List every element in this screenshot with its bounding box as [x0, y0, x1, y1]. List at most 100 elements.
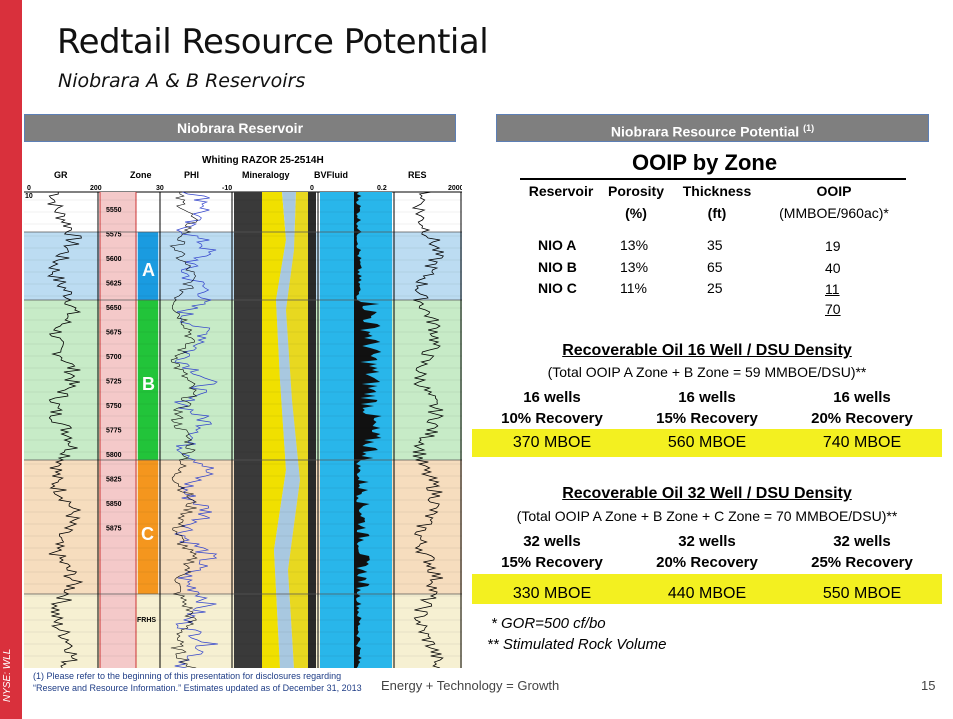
page-title: Redtail Resource Potential: [57, 22, 489, 62]
sec16-col3-recovery: 20% Recovery: [811, 410, 913, 427]
page-number: 15: [921, 678, 936, 693]
sec16-highlight-band: [472, 429, 942, 457]
track-phi-label: PHI: [184, 170, 199, 180]
sec16-col3-wells: 16 wells: [833, 389, 891, 406]
sec16-col2-value: 560 MBOE: [667, 434, 747, 451]
sec32-highlight-band: [472, 574, 942, 604]
zone-c-bar: [138, 460, 158, 594]
depth-label: 5700: [106, 354, 122, 361]
sec32-col1-value: 330 MBOE: [512, 585, 592, 602]
depth-label: 5675: [106, 330, 122, 337]
side-accent-bar: [0, 0, 22, 719]
mineralogy-dark: [234, 192, 262, 668]
ooip-row-c-thickness: 25: [707, 280, 723, 296]
sec32-col1-recovery: 15% Recovery: [501, 554, 603, 571]
bv-scale-min: 0: [310, 185, 314, 192]
frhs-label: FRHS: [137, 617, 156, 624]
ooip-header-thickness: Thickness: [682, 183, 752, 199]
res-curve: [411, 191, 444, 668]
ooip-header-thickness-unit: (ft): [707, 205, 727, 221]
ooip-header-porosity-unit: (%): [625, 205, 647, 221]
sec16-col3-value: 740 MBOE: [822, 434, 902, 451]
right-section-header-ref: (1): [803, 123, 815, 133]
ooip-header-ooip: OOIP: [816, 183, 852, 199]
sec32-col3-recovery: 25% Recovery: [811, 554, 913, 571]
track-res-label: RES: [408, 170, 427, 180]
depth-label: 5575: [106, 232, 122, 239]
zone-a-bar: [138, 232, 158, 300]
right-section-header: Niobrara Resource Potential (1): [496, 114, 929, 142]
phi-scale-min: -10: [222, 185, 232, 192]
sec32-col2-wells: 32 wells: [678, 533, 736, 550]
depth-label: 5850: [106, 501, 122, 508]
sec32-title: Recoverable Oil 32 Well / DSU Density: [562, 485, 852, 502]
sec32-subtitle: (Total OOIP A Zone + B Zone + C Zone = 7…: [516, 508, 898, 524]
depth-label: 5775: [106, 428, 122, 435]
note-srv: ** Stimulated Rock Volume: [487, 636, 667, 653]
footer-tagline: Energy + Technology = Growth: [381, 678, 560, 693]
track-zone-label: Zone: [130, 170, 152, 180]
res-scale-max: 2000: [448, 185, 462, 192]
sec32-col3-value: 550 MBOE: [822, 585, 902, 602]
ooip-row-c-porosity: 11%: [620, 280, 647, 296]
ooip-row-b-thickness: 65: [707, 259, 723, 275]
track-mineralogy-label: Mineralogy: [242, 170, 290, 180]
log-grid: [24, 199, 462, 657]
gr-scale-max: 200: [90, 185, 102, 192]
depth-track: [100, 192, 136, 668]
mineralogy-blue: [274, 192, 300, 668]
ooip-header-porosity: Porosity: [607, 183, 664, 199]
depth-label: 5625: [106, 281, 122, 288]
depth-label: 5725: [106, 379, 122, 386]
depth-label: 5600: [106, 256, 122, 263]
depth-label: 5550: [106, 207, 122, 214]
disclosure-footnote: (1) Please refer to the beginning of thi…: [33, 671, 362, 693]
sec16-col1-recovery: 10% Recovery: [501, 410, 603, 427]
ooip-header-reservoir: Reservoir: [528, 183, 594, 199]
sec16-col2-recovery: 15% Recovery: [656, 410, 758, 427]
depth-label: 5750: [106, 403, 122, 410]
ooip-title: OOIP by Zone: [632, 150, 778, 175]
sec32-col1-wells: 32 wells: [523, 533, 581, 550]
bvfluid-spikes: [354, 192, 382, 668]
depth-labels: 5550 5575 5600 5625 5650 5675 5700 5725 5750 5775…: [106, 207, 122, 533]
track-bvfluid-label: BVFluid: [314, 170, 348, 180]
mineralogy-yellow-left: [262, 192, 286, 668]
sec16-subtitle: (Total OOIP A Zone + B Zone = 59 MMBOE/D…: [547, 364, 867, 380]
zone-b-bar: [138, 300, 158, 460]
ooip-row-a-name: NIO A: [538, 237, 577, 253]
ooip-row-a-porosity: 13%: [620, 237, 649, 253]
ooip-row-b-name: NIO B: [538, 259, 577, 275]
gr-curve: [46, 191, 84, 668]
mineralogy-edge: [308, 192, 316, 668]
depth-label: 5650: [106, 305, 122, 312]
phi-curve-2: [169, 191, 198, 668]
zone-a-label: A: [142, 260, 155, 280]
ooip-header-ooip-unit: (MMBOE/960ac)*: [779, 205, 889, 221]
note-gor: * GOR=500 cf/bo: [491, 615, 606, 632]
ooip-title-rule: [520, 178, 906, 180]
phi-scale-max: 30: [156, 185, 164, 192]
track-gr-label: GR: [54, 170, 68, 180]
sec16-col1-value: 370 MBOE: [512, 434, 592, 451]
ooip-row-b-porosity: 13%: [620, 259, 649, 275]
zone-b-label: B: [142, 374, 155, 394]
sec16-title: Recoverable Oil 16 Well / DSU Density: [562, 342, 852, 359]
ticker-label: NYSE: WLL: [2, 648, 13, 702]
depth-label: 5800: [106, 452, 122, 459]
mineralogy-yellow-right: [286, 192, 308, 668]
depth-label: 5875: [106, 526, 122, 533]
ooip-total: 70: [825, 301, 841, 317]
ooip-row-c-ooip: 11: [825, 281, 840, 297]
sec32-col2-value: 440 MBOE: [667, 585, 747, 602]
right-section-header-text: Niobrara Resource Potential: [610, 123, 800, 140]
depth-label: 5825: [106, 477, 122, 484]
ooip-row-a-ooip: 19: [825, 238, 841, 254]
ooip-row-c-name: NIO C: [538, 280, 577, 296]
gr-scale-min: 0: [27, 185, 31, 192]
log-well-title: Whiting RAZOR 25-2514H: [202, 155, 324, 166]
ooip-row-a-thickness: 35: [707, 237, 723, 253]
page-subtitle: Niobrara A & B Reservoirs: [58, 70, 306, 92]
bv-scale-max: 0.2: [377, 185, 387, 192]
zone-c-label: C: [141, 524, 154, 544]
